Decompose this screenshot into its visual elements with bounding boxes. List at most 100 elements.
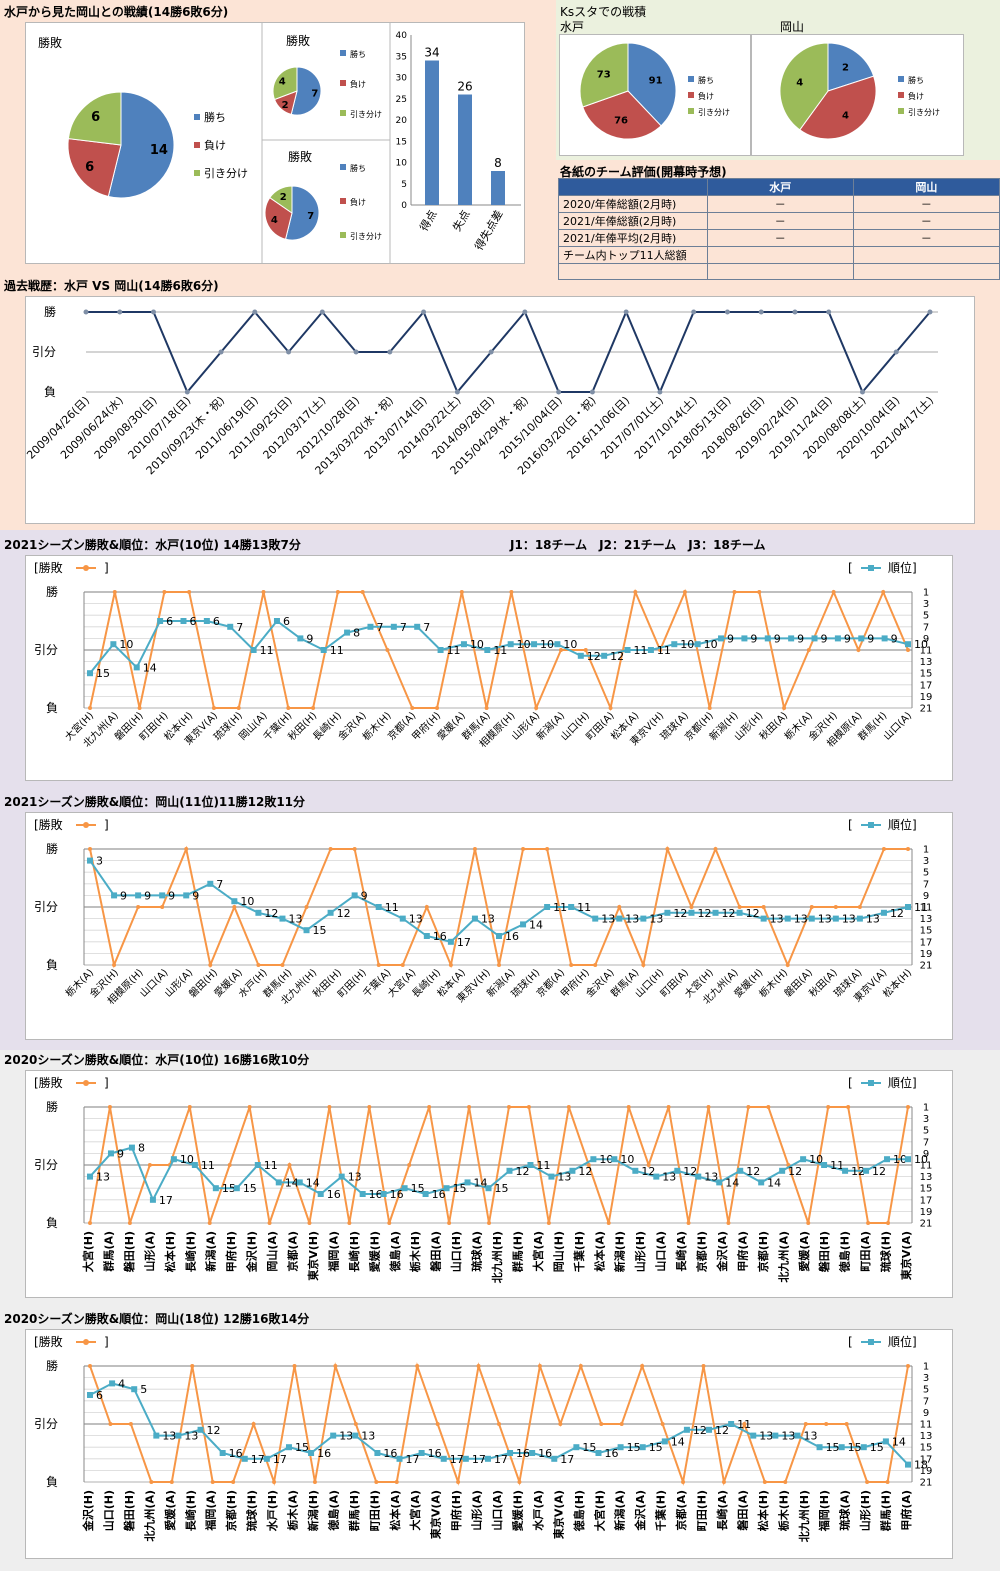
- legend-bracket: ]: [104, 1335, 109, 1349]
- rank-data-label: 16: [432, 1188, 446, 1201]
- rank-point: [203, 618, 210, 624]
- pie-slice: [579, 42, 629, 108]
- result-point: [247, 1105, 252, 1109]
- legend-rank-marker: [868, 822, 874, 828]
- x-tick-label: 山形(H): [633, 1231, 647, 1272]
- result-point: [280, 963, 285, 967]
- rank-point: [380, 1191, 387, 1197]
- legend-label: 勝ち: [350, 163, 366, 173]
- result-point: [558, 1422, 563, 1426]
- eval-row-label: 2021/年俸平均(2月時): [558, 229, 708, 247]
- rank-data-label: 10: [517, 638, 531, 651]
- y-tick-label: 5: [401, 180, 407, 190]
- history-point: [691, 309, 697, 315]
- result-point: [558, 648, 563, 652]
- rank-point: [399, 915, 406, 922]
- rank-data-label: 14: [767, 1176, 781, 1189]
- rank-data-label: 13: [481, 913, 495, 926]
- rank-point: [396, 1455, 403, 1462]
- rank-data-label: 12: [578, 1165, 592, 1178]
- pie-data-label: 4: [842, 111, 849, 122]
- y-tick-label: 40: [396, 31, 408, 41]
- legend-result-label: [勝敗: [34, 817, 63, 832]
- y-tick-label: 20: [396, 116, 408, 126]
- result-point: [387, 1221, 392, 1225]
- rank-point: [447, 938, 454, 945]
- legend-result-marker: [83, 822, 89, 828]
- rank-tick-label: 19: [920, 949, 933, 960]
- result-point: [374, 1480, 379, 1484]
- rank-data-label: 13: [348, 1171, 362, 1184]
- rank-data-label: 12: [746, 907, 760, 920]
- rank-data-label: 15: [295, 1441, 309, 1454]
- result-point: [456, 1480, 461, 1484]
- pie-slice: [827, 42, 875, 92]
- rank-tick-label: 13: [920, 1431, 933, 1442]
- rank-point: [128, 1144, 135, 1151]
- result-point: [211, 706, 216, 710]
- rank-data-label: 11: [330, 644, 344, 657]
- rank-data-label: 15: [411, 1182, 425, 1195]
- result-point: [517, 1480, 522, 1484]
- x-tick-label: 失点: [450, 208, 472, 234]
- result-point: [732, 590, 737, 594]
- x-tick-label: 磐田(H): [817, 1231, 831, 1272]
- result-point: [311, 706, 316, 710]
- rank-data-label: 10: [809, 1153, 823, 1166]
- history-point: [623, 309, 629, 315]
- result-point: [534, 706, 539, 710]
- result-point: [207, 1221, 212, 1225]
- legend-swatch: [340, 80, 346, 86]
- rank-data-label: 10: [680, 638, 694, 651]
- rank-data-label: 12: [851, 1165, 865, 1178]
- legend-swatch: [340, 232, 346, 238]
- bar-data-label: 34: [424, 46, 439, 60]
- result-point: [424, 905, 429, 909]
- history-point: [859, 389, 865, 395]
- rank-data-label: 14: [529, 918, 543, 931]
- x-tick-label: 群馬(A): [101, 1231, 115, 1273]
- result-point: [566, 1105, 571, 1109]
- result-point: [435, 1422, 440, 1426]
- x-tick-label: 山形(A): [470, 1490, 484, 1531]
- pie-data-label: 14: [150, 143, 168, 158]
- result-point: [761, 905, 766, 909]
- legend-result-marker: [83, 1339, 89, 1345]
- rank-point: [327, 909, 334, 916]
- rank-data-label: 12: [610, 650, 624, 663]
- legend-label: 引き分け: [204, 166, 248, 180]
- result-point: [856, 648, 861, 652]
- eval-row-okayama: －: [852, 229, 1000, 247]
- rank-data-label: 7: [400, 621, 407, 634]
- rank-point: [87, 857, 93, 864]
- result-point: [865, 1480, 870, 1484]
- history-title: 過去戦歴：水戸 VS 岡山(14勝6敗6分): [4, 279, 219, 293]
- rank-point: [485, 1185, 492, 1192]
- pie-data-label: 7: [311, 89, 318, 100]
- rank-data-label: 11: [536, 1159, 550, 1172]
- rank-tick-label: 13: [920, 657, 933, 668]
- legend-bracket: ]: [104, 818, 109, 832]
- result-point: [147, 1163, 152, 1167]
- rank-data-label: 7: [236, 621, 243, 634]
- rank-point: [601, 652, 608, 659]
- x-tick-label: 東京V(A): [899, 1231, 913, 1280]
- eval-row-mito: －: [706, 195, 854, 213]
- legend-swatch: [340, 198, 346, 204]
- x-tick-label: 磐田(H): [122, 1231, 136, 1272]
- legend-label: 負け: [204, 139, 226, 152]
- result-point: [272, 1480, 277, 1484]
- result-point: [400, 963, 405, 967]
- rank-point: [842, 1167, 849, 1174]
- eval-header-blank: [558, 178, 708, 196]
- rank-point: [183, 892, 190, 899]
- rank-data-label: 8: [353, 627, 360, 640]
- x-tick-label: 長崎(H): [347, 1231, 361, 1272]
- rank-point: [344, 629, 351, 636]
- rank-point: [308, 1450, 315, 1456]
- x-tick-label: 金沢(H): [245, 1231, 259, 1273]
- pie-slice: [264, 196, 293, 240]
- rank-data-label: 9: [797, 632, 804, 645]
- x-tick-label: 福岡(H): [817, 1490, 831, 1532]
- x-tick-label: 愛媛(H): [510, 1490, 524, 1531]
